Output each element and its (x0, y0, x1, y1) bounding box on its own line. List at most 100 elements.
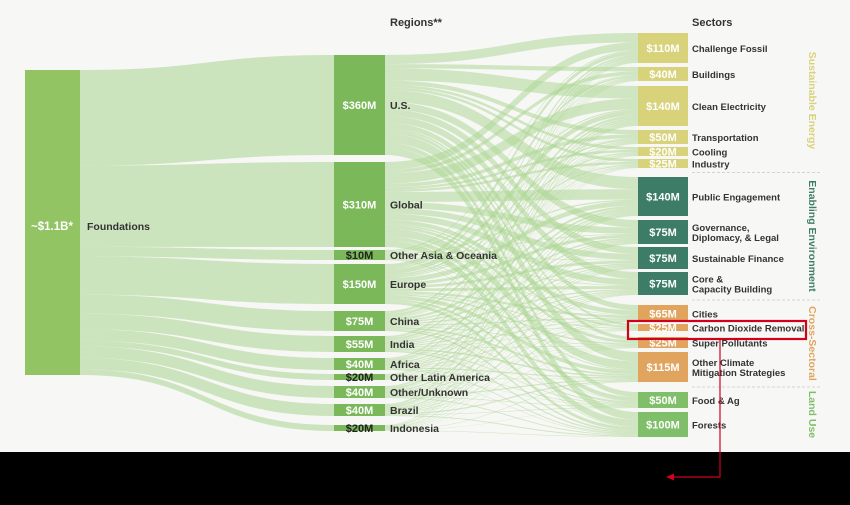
flow-other-asia-oceania-to-other-climate-mitigation-strategies (385, 257, 638, 371)
region-value-indonesia: $20M (346, 423, 374, 435)
region-label-other-unknown: Other/Unknown (390, 387, 468, 399)
region-value-india: $55M (346, 339, 374, 351)
sector-label-transportation: Transportation (692, 133, 759, 144)
flow-other-unknown-to-other-climate-mitigation-strategies (385, 379, 638, 397)
region-node-europe (334, 264, 385, 304)
flow-china-to-core-capacity-building (385, 288, 638, 325)
sector-label-industry: Industry (692, 160, 730, 171)
flow-other-unknown-to-cities (385, 320, 638, 395)
region-node-other-latin-america (334, 374, 385, 380)
flow-europe-to-sustainable-finance (385, 260, 638, 289)
flow-u-s-to-cities (385, 122, 638, 311)
flow-foundations-to-u-s (80, 55, 334, 166)
region-label-africa: Africa (390, 359, 420, 371)
flow-other-unknown-to-cooling (385, 155, 638, 390)
flow-india-to-buildings (385, 78, 638, 339)
flow-other-asia-oceania-to-forests (385, 259, 638, 428)
sector-value-food-ag: $50M (649, 395, 677, 407)
flow-foundations-to-other-unknown (80, 346, 334, 398)
flow-global-to-transportation (385, 134, 638, 188)
flow-u-s-to-public-engagement (385, 90, 638, 190)
region-label-other-latin-america: Other Latin America (390, 372, 490, 384)
region-label-india: India (390, 339, 415, 351)
source-value: ~$1.1B* (31, 221, 73, 233)
sector-label-buildings: Buildings (692, 70, 735, 81)
flow-other-asia-oceania-to-sustainable-finance (385, 255, 638, 261)
flow-global-to-cooling (385, 149, 638, 190)
source-label: Foundations (87, 221, 150, 233)
sector-value-carbon-dioxide-removal: $25M (649, 323, 677, 335)
region-value-europe: $150M (343, 279, 377, 291)
flow-u-s-to-challenge-fossil (385, 33, 638, 65)
flow-indonesia-to-other-climate-mitigation-strategies (385, 381, 638, 431)
sector-node-core-capacity-building (638, 272, 688, 295)
flow-india-to-food-ag (385, 350, 638, 406)
sector-node-industry (638, 159, 688, 168)
flow-other-unknown-to-forests (385, 397, 638, 436)
callout-arrowhead (666, 473, 674, 481)
region-node-indonesia (334, 425, 385, 431)
region-value-other-asia-oceania: $10M (346, 250, 374, 262)
source-node-foundations (25, 70, 80, 375)
flow-indonesia-to-super-pollutants (385, 347, 638, 430)
region-label-global: Global (390, 200, 423, 212)
flow-india-to-super-pollutants (385, 345, 638, 349)
region-node-brazil (334, 404, 385, 416)
region-value-china: $75M (346, 316, 374, 328)
flow-africa-to-core-capacity-building (385, 291, 638, 367)
region-value-other-unknown: $40M (346, 387, 374, 399)
flow-other-latin-america-to-food-ag (385, 379, 638, 407)
flow-u-s-to-other-climate-mitigation-strategies (385, 133, 638, 362)
sector-value-core-capacity-building: $75M (649, 279, 677, 291)
flow-foundations-to-china (80, 294, 334, 331)
region-label-other-asia-oceania: Other Asia & Oceania (390, 250, 497, 262)
region-node-china (334, 311, 385, 331)
sector-node-public-engagement (638, 177, 688, 216)
sector-label-food-ag: Food & Ag (692, 396, 740, 407)
flow-china-to-carbon-dioxide-removal (385, 325, 638, 330)
flow-foundations-to-india (80, 313, 334, 352)
group-label-cross-sectoral: Cross-Sectoral (806, 306, 818, 381)
sector-label-clean-electricity: Clean Electricity (692, 102, 767, 113)
sector-value-governance-diplomacy-legal: $75M (649, 227, 677, 239)
sector-node-sustainable-finance (638, 247, 688, 269)
sector-label-challenge-fossil: Challenge Fossil (692, 44, 768, 55)
sector-node-clean-electricity (638, 86, 688, 126)
flow-africa-to-sustainable-finance (385, 265, 638, 366)
flow-indonesia-to-core-capacity-building (385, 294, 638, 430)
sector-value-super-pollutants: $25M (649, 338, 677, 350)
sector-value-other-climate-mitigation-strategies: $115M (646, 362, 679, 374)
flow-other-unknown-to-challenge-fossil (385, 60, 638, 388)
flow-africa-to-forests (385, 369, 638, 435)
flow-china-to-sustainable-finance (385, 263, 638, 324)
flow-foundations-to-indonesia (80, 369, 334, 431)
sector-node-cities (638, 305, 688, 322)
sector-value-cities: $65M (649, 309, 677, 321)
sector-label-carbon-dioxide-removal: Carbon Dioxide Removal (692, 324, 804, 335)
sector-node-super-pollutants (638, 337, 688, 348)
sector-node-cooling (638, 147, 688, 156)
flow-other-latin-america-to-public-engagement (385, 211, 638, 377)
flow-u-s-to-core-capacity-building (385, 115, 638, 280)
region-value-global: $310M (343, 200, 377, 212)
sector-label-cities: Cities (692, 310, 718, 321)
flow-foundations-to-africa (80, 329, 334, 370)
flow-foundations-to-europe (80, 256, 334, 304)
flow-foundations-to-other-latin-america (80, 340, 334, 380)
sector-label-other-climate-mitigation-strategies: Other Climate Mitigation Strategies (692, 358, 785, 379)
sector-value-public-engagement: $140M (646, 192, 680, 204)
region-value-africa: $40M (346, 359, 374, 371)
flow-china-to-cities (385, 317, 638, 326)
flow-u-s-to-industry (385, 87, 638, 162)
sector-value-sustainable-finance: $75M (649, 253, 677, 265)
region-label-china: China (390, 316, 419, 328)
flow-other-unknown-to-industry (385, 167, 638, 391)
flow-india-to-governance-diplomacy-legal (385, 239, 638, 345)
flow-other-unknown-to-clean-electricity (385, 122, 638, 390)
flow-global-to-cities (385, 219, 638, 315)
flow-indonesia-to-food-ag (385, 407, 638, 431)
sector-value-clean-electricity: $140M (646, 101, 680, 113)
flow-brazil-to-carbon-dioxide-removal (385, 330, 638, 414)
flow-global-to-food-ag (385, 236, 638, 402)
